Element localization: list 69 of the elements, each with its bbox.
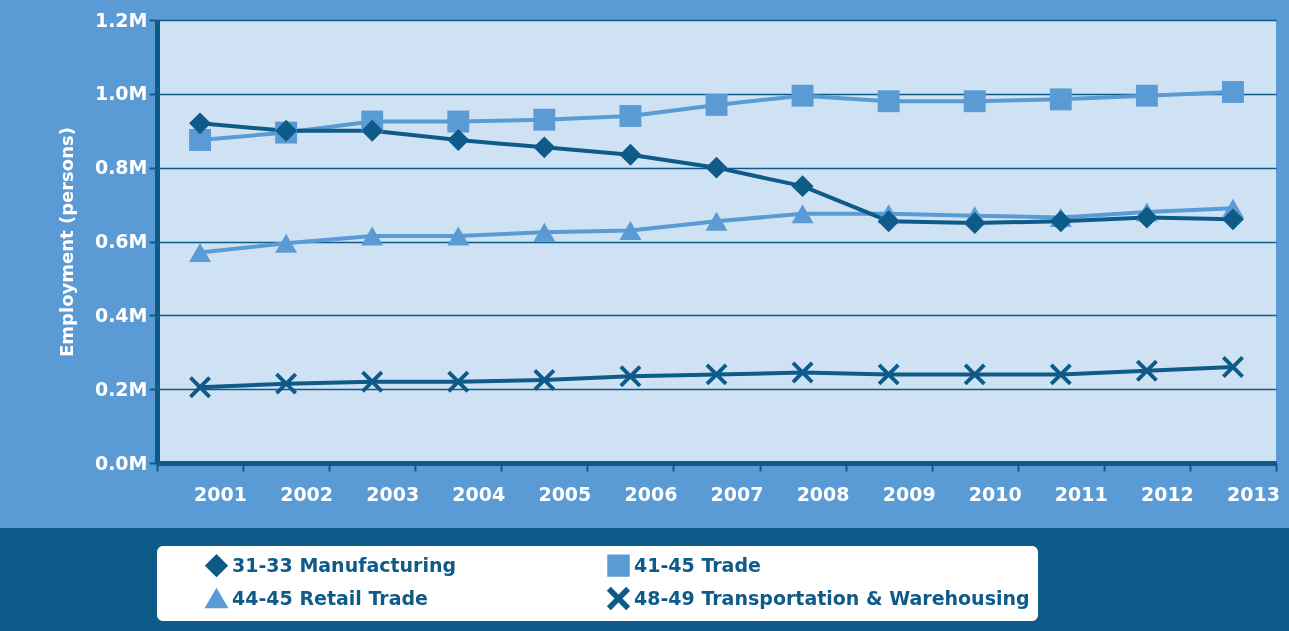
point <box>619 365 642 388</box>
point <box>877 210 900 233</box>
x-tick-label: 2001 <box>194 482 247 505</box>
point <box>1135 359 1158 382</box>
point <box>275 233 298 253</box>
x-tick-label: 2004 <box>452 482 506 505</box>
point <box>189 243 211 263</box>
x-tick-label: 2003 <box>366 482 420 505</box>
point <box>1049 210 1072 233</box>
point <box>705 93 728 116</box>
x-tick-label: 2005 <box>538 482 592 505</box>
x-tick-label: 2002 <box>280 482 334 505</box>
point <box>275 372 298 395</box>
point <box>877 363 900 386</box>
point <box>447 226 470 246</box>
point <box>533 136 556 159</box>
point <box>791 84 814 107</box>
point <box>1135 206 1158 229</box>
point <box>533 108 556 131</box>
point <box>447 370 470 393</box>
point <box>705 363 728 386</box>
y-tick-label: 0.6M <box>94 230 148 252</box>
legend-label: 31-33 Manufacturing <box>232 553 457 576</box>
y-axis-title: Employment (persons) <box>55 127 77 357</box>
x-tick-label: 2008 <box>796 482 850 505</box>
point <box>877 90 900 113</box>
point <box>791 204 814 224</box>
x-tick-label: 2009 <box>882 482 936 505</box>
point <box>963 90 986 113</box>
y-tick-label: 0.4M <box>94 303 148 326</box>
point <box>189 376 211 399</box>
x-tick-label: 2006 <box>624 482 678 505</box>
point <box>1049 88 1072 111</box>
x-tick-label: 2012 <box>1140 482 1194 505</box>
y-tick-label: 1.2M <box>94 8 148 31</box>
x-tick-label: 2007 <box>710 482 764 505</box>
y-tick-label: 0.2M <box>94 377 148 400</box>
x-tick-label: 2010 <box>968 482 1022 505</box>
legend-label: 44-45 Retail Trade <box>232 586 428 609</box>
legend-label: 41-45 Trade <box>634 553 761 576</box>
point <box>361 370 384 393</box>
x-tick-label: 2011 <box>1054 482 1108 505</box>
point <box>189 129 211 151</box>
point <box>619 143 642 166</box>
point <box>705 156 728 179</box>
point <box>1222 208 1244 231</box>
point <box>619 105 642 127</box>
point <box>791 175 814 198</box>
point <box>447 129 470 151</box>
point <box>533 368 556 391</box>
point <box>447 110 470 133</box>
point <box>705 211 728 231</box>
y-tick-label: 0.8M <box>94 156 148 179</box>
y-tick-label: 1.0M <box>94 82 148 105</box>
point <box>361 119 384 142</box>
point <box>533 222 556 242</box>
point <box>1049 363 1072 386</box>
point <box>361 226 384 246</box>
y-tick-label: 0.0M <box>94 451 148 474</box>
point <box>1135 84 1158 107</box>
point <box>1222 356 1244 378</box>
point <box>619 220 642 240</box>
point <box>963 363 986 386</box>
point <box>963 212 986 234</box>
point <box>189 112 211 135</box>
point <box>1222 81 1244 103</box>
legend-label: 48-49 Transportation & Warehousing <box>634 586 1030 609</box>
point <box>791 361 814 384</box>
x-tick-label: 2013 <box>1227 482 1280 505</box>
